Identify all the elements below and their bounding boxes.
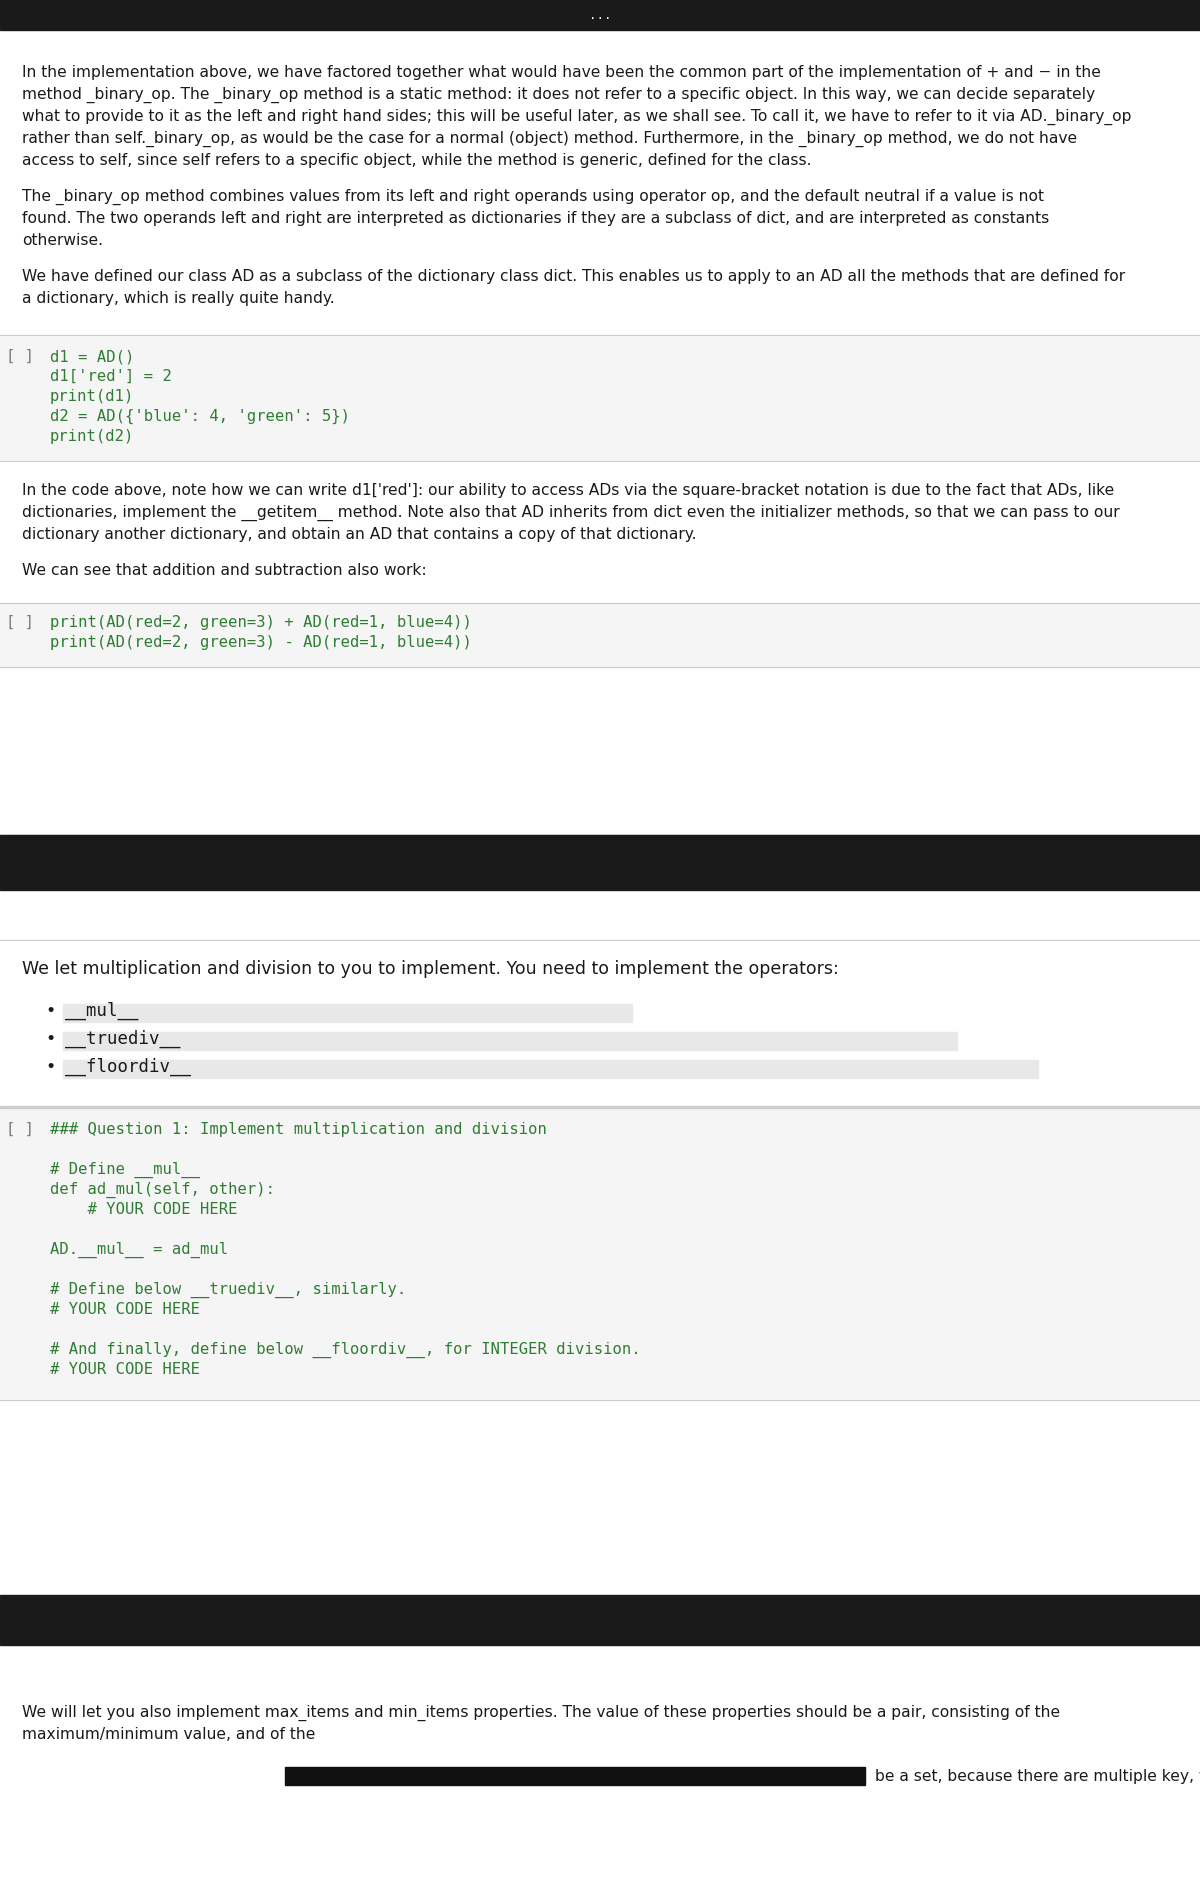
- Bar: [0, 336, 1200, 461]
- Text: dictionaries, implement the __getitem__ method. Note also that AD inherits from : dictionaries, implement the __getitem__ …: [22, 505, 1120, 522]
- Text: We let multiplication and division to you to implement. You need to implement th: We let multiplication and division to yo…: [22, 960, 839, 977]
- Text: a dictionary, which is really quite handy.: a dictionary, which is really quite hand…: [22, 290, 335, 306]
- Text: [ ]: [ ]: [6, 349, 34, 364]
- Bar: [0, 1594, 1200, 1646]
- Bar: [0, 835, 1200, 890]
- Text: print(d1): print(d1): [50, 389, 134, 404]
- Text: # Define below __truediv__, similarly.: # Define below __truediv__, similarly.: [50, 1281, 407, 1298]
- Text: We can see that addition and subtraction also work:: We can see that addition and subtraction…: [22, 564, 427, 579]
- Text: ...: ...: [589, 8, 611, 21]
- Text: •: •: [46, 1002, 55, 1019]
- Text: what to provide to it as the left and right hand sides; this will be useful late: what to provide to it as the left and ri…: [22, 108, 1132, 125]
- Text: maximum/minimum value, and of the: maximum/minimum value, and of the: [22, 1727, 316, 1742]
- Bar: [0, 0, 1200, 30]
- Text: dictionary another dictionary, and obtain an AD that contains a copy of that dic: dictionary another dictionary, and obtai…: [22, 528, 696, 543]
- Bar: [286, 1767, 865, 1784]
- Text: •: •: [46, 1057, 55, 1076]
- Text: We will let you also implement max_items and min_items properties. The value of : We will let you also implement max_items…: [22, 1704, 1060, 1721]
- Bar: [0, 1646, 1200, 1898]
- Text: The _binary_op method combines values from its left and right operands using ope: The _binary_op method combines values fr…: [22, 190, 1044, 205]
- Text: rather than self._binary_op, as would be the case for a normal (object) method. : rather than self._binary_op, as would be…: [22, 131, 1078, 148]
- Text: method _binary_op. The _binary_op method is a static method: it does not refer t: method _binary_op. The _binary_op method…: [22, 87, 1096, 102]
- Text: In the implementation above, we have factored together what would have been the : In the implementation above, we have fac…: [22, 65, 1100, 80]
- Text: d1['red'] = 2: d1['red'] = 2: [50, 368, 172, 383]
- Text: access to self, since self refers to a specific object, while the method is gene: access to self, since self refers to a s…: [22, 154, 811, 169]
- Text: __truediv__: __truediv__: [65, 1031, 180, 1048]
- Text: d2 = AD({'blue': 4, 'green': 5}): d2 = AD({'blue': 4, 'green': 5}): [50, 408, 350, 425]
- Text: ### Question 1: Implement multiplication and division: ### Question 1: Implement multiplication…: [50, 1122, 547, 1137]
- Text: print(AD(red=2, green=3) + AD(red=1, blue=4)): print(AD(red=2, green=3) + AD(red=1, blu…: [50, 615, 472, 630]
- Text: # YOUR CODE HERE: # YOUR CODE HERE: [50, 1302, 200, 1317]
- Text: AD.__mul__ = ad_mul: AD.__mul__ = ad_mul: [50, 1241, 228, 1258]
- Text: # And finally, define below __floordiv__, for INTEGER division.: # And finally, define below __floordiv__…: [50, 1342, 641, 1359]
- Text: [ ]: [ ]: [6, 615, 34, 630]
- Text: found. The two operands left and right are interpreted as dictionaries if they a: found. The two operands left and right a…: [22, 211, 1049, 226]
- Bar: [0, 890, 1200, 1594]
- Bar: [0, 1108, 1200, 1401]
- Text: d1 = AD(): d1 = AD(): [50, 349, 134, 364]
- Bar: [64, 1004, 631, 1021]
- Text: otherwise.: otherwise.: [22, 233, 103, 249]
- Bar: [64, 1033, 956, 1050]
- Text: # YOUR CODE HERE: # YOUR CODE HERE: [50, 1363, 200, 1378]
- Text: def ad_mul(self, other):: def ad_mul(self, other):: [50, 1182, 275, 1198]
- Text: •: •: [46, 1031, 55, 1048]
- Text: [ ]: [ ]: [6, 1122, 34, 1137]
- Text: We have defined our class AD as a subclass of the dictionary class dict. This en: We have defined our class AD as a subcla…: [22, 270, 1126, 285]
- Text: __floordiv__: __floordiv__: [65, 1057, 191, 1076]
- Text: __mul__: __mul__: [65, 1002, 138, 1021]
- Text: print(AD(red=2, green=3) - AD(red=1, blue=4)): print(AD(red=2, green=3) - AD(red=1, blu…: [50, 636, 472, 649]
- Bar: [0, 30, 1200, 835]
- Text: print(d2): print(d2): [50, 429, 134, 444]
- Bar: [0, 604, 1200, 666]
- Text: be a set, because there are multiple key, value pairs: be a set, because there are multiple key…: [875, 1769, 1200, 1784]
- Text: # Define __mul__: # Define __mul__: [50, 1162, 200, 1179]
- Bar: [64, 1059, 1038, 1078]
- Text: # YOUR CODE HERE: # YOUR CODE HERE: [50, 1201, 238, 1217]
- Text: In the code above, note how we can write d1['red']: our ability to access ADs vi: In the code above, note how we can write…: [22, 482, 1115, 497]
- Bar: [0, 1107, 1200, 1108]
